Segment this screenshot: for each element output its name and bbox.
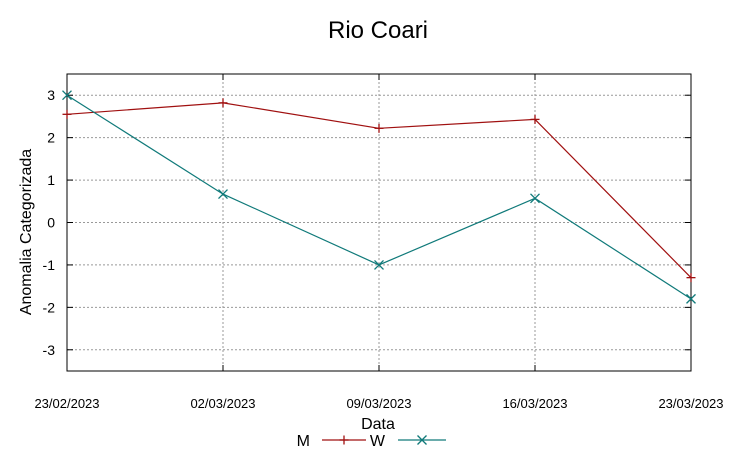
gridlines bbox=[67, 74, 691, 371]
series-m-point bbox=[218, 98, 228, 108]
y-tick-label: 0 bbox=[47, 215, 55, 231]
series-w-point bbox=[374, 259, 384, 270]
y-tick-label: -1 bbox=[43, 257, 56, 273]
series-m-point bbox=[530, 114, 540, 124]
x-axis-label: Data bbox=[361, 416, 395, 433]
x-axis-ticks: 23/02/2023 02/03/2023 09/03/2023 16/03/2023… bbox=[34, 74, 724, 411]
y-tick-label: -3 bbox=[43, 342, 56, 358]
chart-title: Rio Coari bbox=[328, 17, 428, 44]
series-m-point bbox=[374, 123, 384, 133]
y-tick-label: 2 bbox=[47, 130, 55, 146]
series-w-point bbox=[218, 189, 228, 200]
y-axis-label: Anomalia Categorizada bbox=[18, 149, 35, 315]
series-m-point bbox=[62, 109, 72, 119]
y-tick-label: 3 bbox=[47, 87, 55, 103]
series-w-point bbox=[530, 193, 540, 204]
legend-marker-m bbox=[339, 435, 349, 445]
legend-label-w: W bbox=[370, 433, 386, 450]
y-tick-label: 1 bbox=[47, 172, 55, 188]
series-w-point bbox=[686, 293, 696, 304]
series-w-point bbox=[62, 90, 72, 101]
x-tick-label: 02/03/2023 bbox=[190, 396, 255, 411]
x-tick-label: 23/02/2023 bbox=[34, 396, 99, 411]
x-tick-label: 23/03/2023 bbox=[658, 396, 723, 411]
y-tick-label: -2 bbox=[43, 299, 56, 315]
x-tick-label: 16/03/2023 bbox=[502, 396, 567, 411]
series-layer bbox=[62, 90, 696, 304]
y-axis-ticks: 3 2 1 0 -1 -2 -3 bbox=[43, 87, 691, 358]
legend-marker-w bbox=[417, 435, 427, 445]
legend-label-m: M bbox=[297, 433, 310, 450]
series-m-point bbox=[686, 273, 696, 283]
x-tick-label: 09/03/2023 bbox=[346, 396, 411, 411]
